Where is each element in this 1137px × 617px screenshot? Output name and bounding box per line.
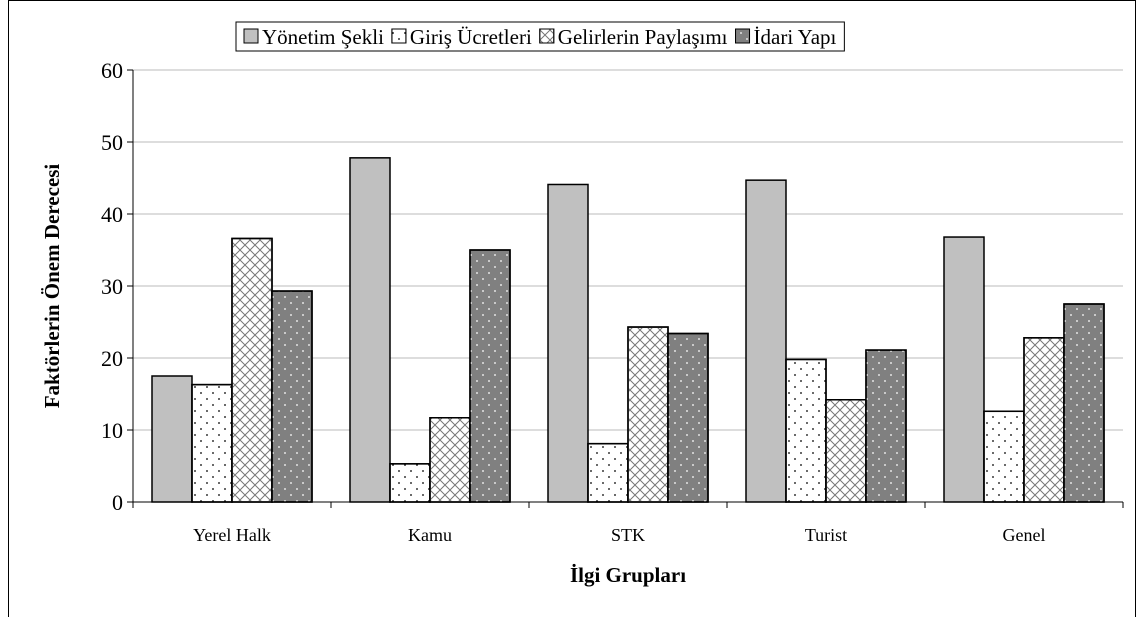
legend-swatch	[243, 28, 259, 44]
y-tick-label: 50	[101, 130, 123, 155]
y-tick-label: 60	[101, 58, 123, 83]
x-tick-label: Yerel Halk	[193, 525, 271, 545]
bar-pattern	[825, 399, 867, 503]
bar	[151, 375, 193, 503]
y-tick-label: 20	[101, 346, 123, 371]
legend-label: Giriş Ücretleri	[410, 25, 532, 49]
bar-pattern	[231, 237, 273, 503]
bar-pattern	[191, 383, 233, 503]
bar-pattern	[627, 326, 669, 503]
x-tick-label: Genel	[1003, 525, 1046, 545]
bar	[943, 236, 985, 503]
y-axis-label: Faktörlerin Önem Derecesi	[40, 164, 64, 409]
x-tick-label: STK	[611, 525, 645, 545]
legend-label: Gelirlerin Paylaşımı	[558, 25, 728, 49]
legend-swatch-pattern	[539, 28, 555, 44]
x-axis-label: İlgi Grupları	[570, 563, 686, 587]
legend-label: İdari Yapı	[754, 25, 837, 49]
bar-pattern	[1023, 337, 1065, 503]
y-tick-label: 40	[101, 202, 123, 227]
x-tick-label: Kamu	[408, 525, 452, 545]
bar-pattern	[785, 358, 827, 503]
bar-pattern	[1063, 303, 1105, 503]
y-tick-label: 0	[112, 490, 123, 515]
legend-label: Yönetim Şekli	[262, 25, 384, 49]
bar-pattern	[271, 290, 313, 503]
legend-swatch-pattern	[391, 28, 407, 44]
x-tick-label: Turist	[805, 525, 847, 545]
frame	[8, 0, 1136, 617]
bar-pattern	[983, 410, 1025, 503]
legend-swatch-pattern	[735, 28, 751, 44]
bar	[349, 157, 391, 503]
bar-pattern	[587, 442, 629, 503]
y-tick-label: 30	[101, 274, 123, 299]
bar-pattern	[865, 349, 907, 503]
bar-pattern	[389, 463, 431, 503]
y-tick-label: 10	[101, 418, 123, 443]
bar-pattern	[667, 332, 709, 503]
bar	[745, 179, 787, 503]
bar	[547, 183, 589, 503]
bar-pattern	[429, 417, 471, 503]
bar-pattern	[469, 249, 511, 503]
